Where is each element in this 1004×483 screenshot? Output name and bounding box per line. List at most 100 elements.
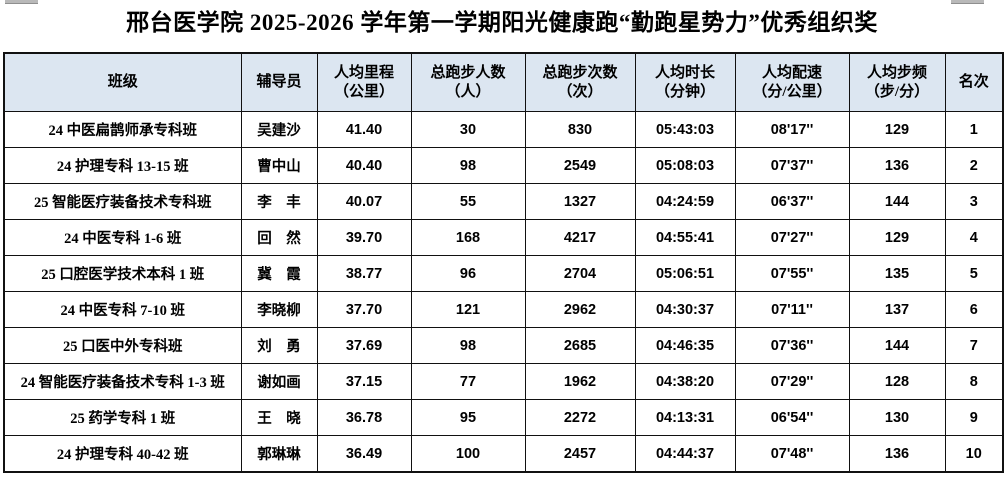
cell-duration: 04:13:31 — [634, 399, 736, 436]
cell-counselor: 谢如画 — [240, 363, 318, 400]
cell-runners: 77 — [410, 363, 526, 400]
table-row: 24 中医专科 7-10 班李晓柳 37.70 121 2962 04:30:37 07'… — [3, 291, 1004, 328]
table-row: 24 中医专科 1-6 班回 然 39.70 168 4217 04:55:41 07'2… — [3, 219, 1004, 256]
cell-runners: 95 — [410, 399, 526, 436]
cell-counselor: 刘 勇 — [240, 327, 318, 364]
cell-class: 25 药学专科 1 班 — [3, 399, 242, 436]
cell-mileage: 37.15 — [316, 363, 412, 400]
cell-runners: 100 — [410, 435, 526, 473]
table-body: 24 中医扁鹊师承专科班 吴建沙 41.40 30 830 05:43:03 08'17''… — [3, 111, 1004, 473]
cell-duration: 05:43:03 — [634, 111, 736, 148]
cell-class: 25 智能医疗装备技术专科班 — [3, 183, 242, 220]
col-header-pace: 人均配速 （分/公里） — [734, 52, 850, 112]
cell-mileage: 37.70 — [316, 291, 412, 328]
table-row: 25 口医中外专科班刘 勇 37.69 98 2685 04:46:35 07'36'' 1… — [3, 327, 1004, 364]
cell-pace: 07'37'' — [734, 147, 850, 184]
col-header-class: 班级 — [3, 52, 242, 112]
cell-class: 24 中医专科 7-10 班 — [3, 291, 242, 328]
cell-duration: 05:06:51 — [634, 255, 736, 292]
col-header-counselor: 辅导员 — [240, 52, 318, 112]
cell-runners: 98 — [410, 147, 526, 184]
cell-counselor: 郭琳琳 — [240, 435, 318, 473]
cell-pace: 07'55'' — [734, 255, 850, 292]
cell-duration: 04:30:37 — [634, 291, 736, 328]
cell-duration: 04:38:20 — [634, 363, 736, 400]
cell-cadence: 130 — [848, 399, 946, 436]
cell-runs: 2962 — [524, 291, 636, 328]
cell-rank: 8 — [944, 363, 1004, 400]
cell-counselor: 李 丰 — [240, 183, 318, 220]
cell-runs: 2457 — [524, 435, 636, 473]
cell-mileage: 40.40 — [316, 147, 412, 184]
table-row: 24 智能医疗装备技术专科 1-3 班谢如画 37.15 77 1962 04:38:2… — [3, 363, 1004, 400]
cell-counselor: 回 然 — [240, 219, 318, 256]
cell-class: 24 护理专科 40-42 班 — [3, 435, 242, 473]
cell-pace: 08'17'' — [734, 111, 850, 148]
table-row: 24 护理专科 13-15 班曹中山 40.40 98 2549 05:08:03 07'… — [3, 147, 1004, 184]
top-right-border-artifact — [951, 0, 984, 4]
cell-rank: 3 — [944, 183, 1004, 220]
cell-runs: 4217 — [524, 219, 636, 256]
cell-class: 25 口医中外专科班 — [3, 327, 242, 364]
cell-class: 24 护理专科 13-15 班 — [3, 147, 242, 184]
cell-runs: 2272 — [524, 399, 636, 436]
cell-pace: 07'48'' — [734, 435, 850, 473]
col-header-mileage: 人均里程 （公里） — [316, 52, 412, 112]
cell-rank: 2 — [944, 147, 1004, 184]
cell-counselor: 吴建沙 — [240, 111, 318, 148]
cell-rank: 7 — [944, 327, 1004, 364]
col-header-runners: 总跑步人数 （人） — [410, 52, 526, 112]
cell-counselor: 冀 霞 — [240, 255, 318, 292]
table-row: 25 口腔医学技术本科 1 班冀 霞 38.77 96 2704 05:06:51 07'… — [3, 255, 1004, 292]
cell-pace: 07'11'' — [734, 291, 850, 328]
cell-cadence: 135 — [848, 255, 946, 292]
header-row: 班级 辅导员 人均里程 （公里） 总跑步人数 （人） 总跑步次数 （次） 人均时… — [3, 52, 1004, 112]
cell-duration: 04:24:59 — [634, 183, 736, 220]
award-table: 班级 辅导员 人均里程 （公里） 总跑步人数 （人） 总跑步次数 （次） 人均时… — [3, 52, 1004, 473]
col-header-runs: 总跑步次数 （次） — [524, 52, 636, 112]
cell-pace: 07'29'' — [734, 363, 850, 400]
cell-rank: 4 — [944, 219, 1004, 256]
cell-mileage: 36.49 — [316, 435, 412, 473]
cell-class: 24 中医扁鹊师承专科班 — [3, 111, 242, 148]
cell-class: 24 智能医疗装备技术专科 1-3 班 — [3, 363, 242, 400]
cell-counselor: 李晓柳 — [240, 291, 318, 328]
col-header-duration: 人均时长 （分钟） — [634, 52, 736, 112]
cell-rank: 6 — [944, 291, 1004, 328]
cell-duration: 04:55:41 — [634, 219, 736, 256]
cell-cadence: 128 — [848, 363, 946, 400]
cell-counselor: 曹中山 — [240, 147, 318, 184]
cell-pace: 07'27'' — [734, 219, 850, 256]
cell-pace: 06'54'' — [734, 399, 850, 436]
cell-runs: 1327 — [524, 183, 636, 220]
cell-counselor: 王 晓 — [240, 399, 318, 436]
cell-duration: 04:46:35 — [634, 327, 736, 364]
cell-class: 25 口腔医学技术本科 1 班 — [3, 255, 242, 292]
cell-cadence: 129 — [848, 219, 946, 256]
page-title: 邢台医学院 2025-2026 学年第一学期阳光健康跑“勤跑星势力”优秀组织奖 — [126, 10, 878, 35]
cell-cadence: 136 — [848, 147, 946, 184]
cell-runs: 830 — [524, 111, 636, 148]
cell-cadence: 129 — [848, 111, 946, 148]
table-row: 24 护理专科 40-42 班郭琳琳 36.49 100 2457 04:44:37 07… — [3, 435, 1004, 473]
cell-cadence: 144 — [848, 183, 946, 220]
cell-runs: 2685 — [524, 327, 636, 364]
cell-runs: 1962 — [524, 363, 636, 400]
cell-runs: 2549 — [524, 147, 636, 184]
cell-mileage: 37.69 — [316, 327, 412, 364]
cell-runners: 96 — [410, 255, 526, 292]
cell-rank: 5 — [944, 255, 1004, 292]
cell-rank: 9 — [944, 399, 1004, 436]
cell-rank: 10 — [944, 435, 1004, 473]
cell-runners: 121 — [410, 291, 526, 328]
table-row: 24 中医扁鹊师承专科班 吴建沙 41.40 30 830 05:43:03 08'17''… — [3, 111, 1004, 148]
cell-mileage: 40.07 — [316, 183, 412, 220]
col-header-rank: 名次 — [944, 52, 1004, 112]
col-header-cadence: 人均步频 （步/分） — [848, 52, 946, 112]
cell-runners: 30 — [410, 111, 526, 148]
cell-cadence: 137 — [848, 291, 946, 328]
cell-mileage: 38.77 — [316, 255, 412, 292]
top-left-border-artifact — [5, 0, 38, 4]
table-row: 25 智能医疗装备技术专科班李 丰 40.07 55 1327 04:24:59 06'3… — [3, 183, 1004, 220]
